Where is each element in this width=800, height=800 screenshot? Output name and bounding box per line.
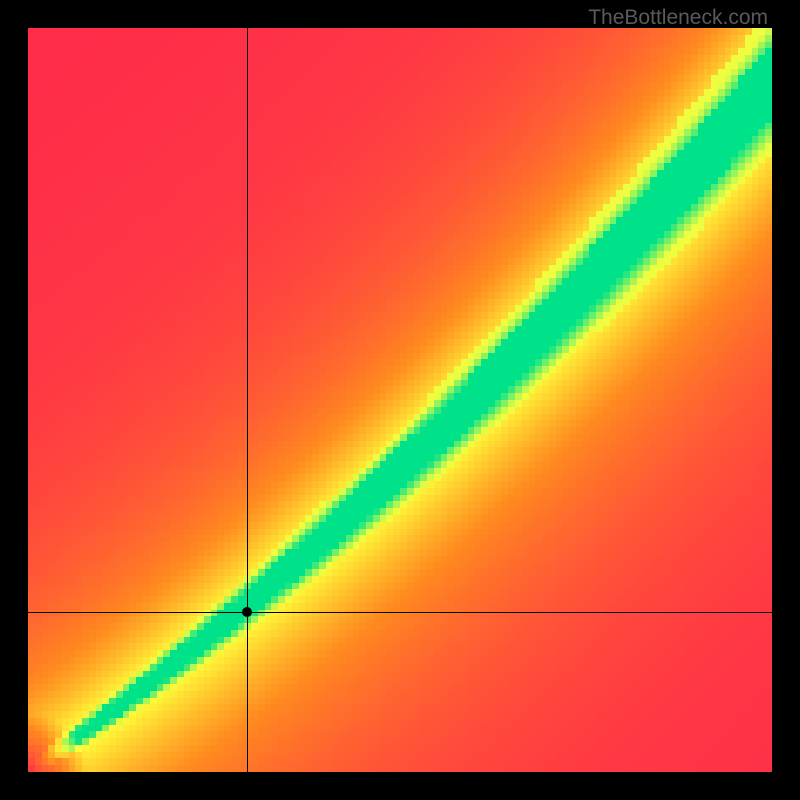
bottleneck-heatmap: [28, 28, 772, 772]
plot-area: [28, 28, 772, 772]
crosshair-vertical: [247, 28, 248, 772]
crosshair-horizontal: [28, 612, 772, 613]
selection-marker[interactable]: [242, 607, 252, 617]
watermark-text: TheBottleneck.com: [588, 6, 768, 30]
